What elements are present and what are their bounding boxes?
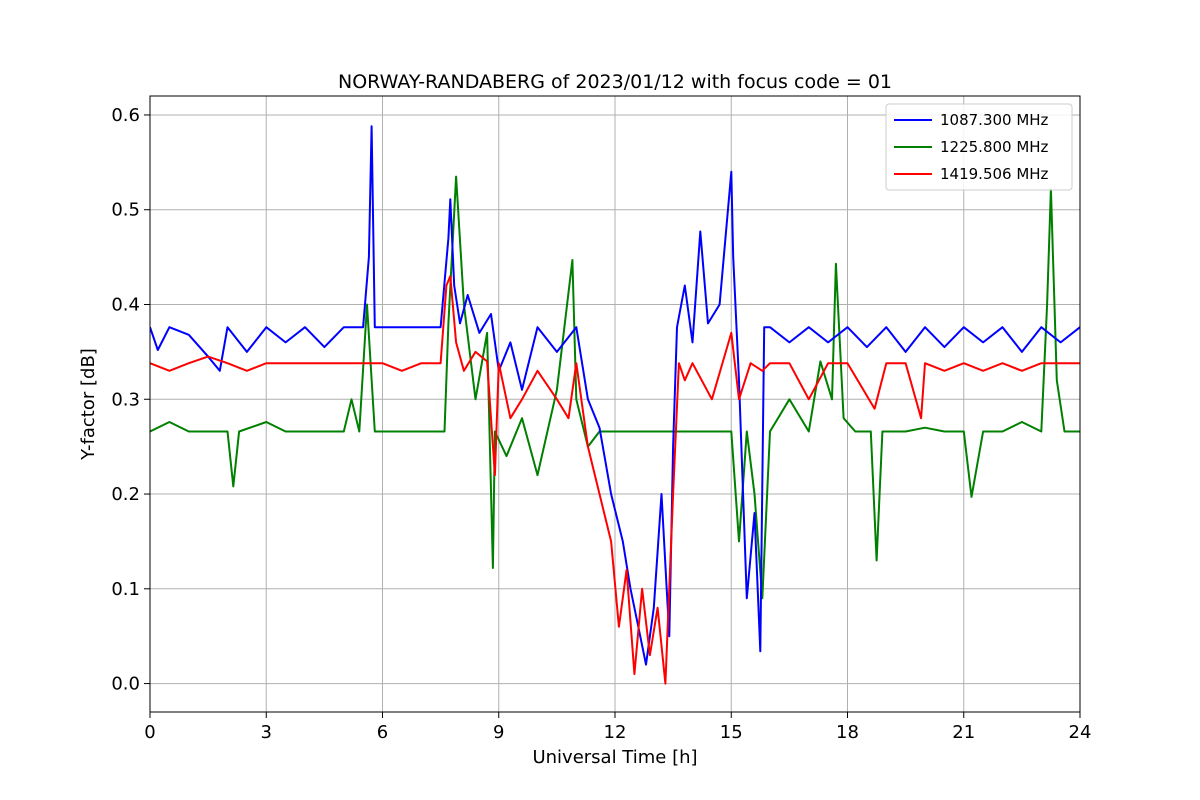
- y-tick-label: 0.3: [111, 389, 140, 410]
- legend-box: [885, 103, 1073, 191]
- y-tick-label: 0.4: [111, 294, 140, 315]
- x-tick-label: 6: [377, 722, 388, 743]
- tick-layer: 0 3 6 9 12 15 18 21 24 0.0 0.1 0.2 0.3 0.4 0.5 0.6: [111, 105, 1091, 743]
- x-tick-label: 9: [493, 722, 504, 743]
- series-line-2: [150, 275, 1080, 685]
- x-tick-label: 18: [836, 722, 859, 743]
- legend-label-1: 1225.800 MHz: [940, 138, 1049, 156]
- x-tick-label: 3: [261, 722, 272, 743]
- y-tick-label: 0.2: [111, 484, 140, 505]
- chart-title: NORWAY-RANDABERG of 2023/01/12 with focu…: [338, 71, 892, 93]
- x-tick-label: 15: [720, 722, 743, 743]
- series-line-0: [150, 125, 1080, 666]
- y-tick-label: 0.5: [111, 200, 140, 221]
- x-tick-label: 24: [1069, 722, 1092, 743]
- y-axis-label: Y-factor [dB]: [78, 348, 99, 461]
- legend-label-0: 1087.300 MHz: [940, 111, 1049, 129]
- y-tick-label: 0.6: [111, 105, 140, 126]
- legend-label-2: 1419.506 MHz: [940, 165, 1049, 183]
- x-tick-label: 21: [952, 722, 975, 743]
- legend: 1087.300 MHz 1225.800 MHz 1419.506 MHz: [885, 103, 1073, 191]
- x-axis-label: Universal Time [h]: [532, 747, 697, 768]
- series-layer: [150, 125, 1080, 685]
- y-tick-label: 0.1: [111, 579, 140, 600]
- x-tick-label: 0: [144, 722, 155, 743]
- x-tick-label: 12: [604, 722, 627, 743]
- y-tick-label: 0.0: [111, 674, 140, 695]
- series-line-1: [150, 175, 1080, 600]
